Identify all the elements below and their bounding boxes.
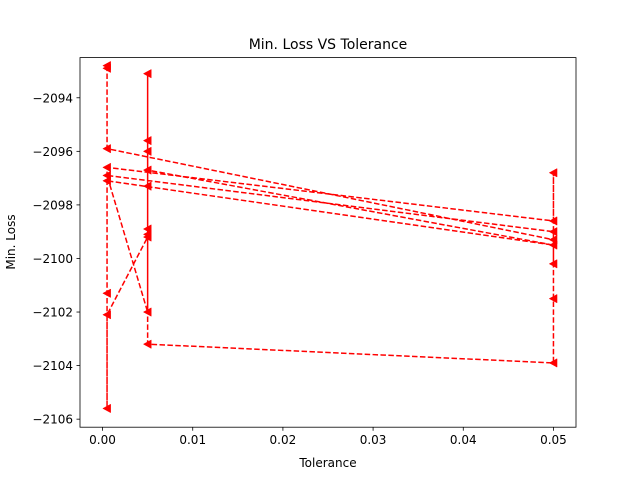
- data-point-marker: [142, 69, 152, 79]
- data-point-marker: [102, 310, 111, 320]
- data-point-marker: [142, 307, 152, 317]
- axes-frame: [79, 57, 577, 428]
- chart-title: Min. Loss VS Tolerance: [249, 37, 408, 53]
- data-point-marker: [548, 168, 558, 178]
- x-tick-label: 0.03: [360, 433, 387, 447]
- data-point-marker: [548, 259, 558, 269]
- data-point-marker: [142, 229, 152, 239]
- data-point-marker: [102, 176, 111, 186]
- data-point-marker: [548, 294, 558, 304]
- data-point-marker: [548, 240, 558, 250]
- data-point-marker: [102, 144, 111, 154]
- data-point-marker: [142, 181, 152, 191]
- y-tick-label: −2096: [32, 145, 73, 159]
- y-tick-label: −2100: [32, 252, 73, 266]
- data-point-marker: [142, 136, 152, 146]
- data-point-marker: [102, 288, 111, 298]
- data-point-marker: [548, 216, 558, 226]
- x-tick-label: 0.05: [540, 433, 567, 447]
- y-tick-label: −2102: [32, 306, 73, 320]
- x-tick-label: 0.00: [89, 433, 116, 447]
- y-tick-label: −2104: [32, 359, 73, 373]
- x-axis-title: Tolerance: [298, 456, 356, 470]
- data-point-marker: [102, 162, 111, 173]
- data-point-marker: [102, 403, 111, 414]
- y-tick-label: −2098: [32, 198, 73, 212]
- data-point-marker: [142, 165, 152, 175]
- x-tick-label: 0.02: [270, 433, 297, 447]
- data-point-marker: [548, 358, 558, 368]
- data-point-marker: [102, 63, 111, 73]
- y-tick-label: −2094: [32, 91, 73, 105]
- y-axis-title: Min. Loss: [4, 214, 18, 269]
- x-tick-label: 0.04: [450, 433, 477, 447]
- x-tick-label: 0.01: [179, 433, 206, 447]
- data-point-marker: [548, 227, 558, 237]
- plot-area: [102, 61, 558, 414]
- y-tick-label: −2106: [32, 413, 73, 427]
- data-point-marker: [142, 339, 152, 349]
- data-point-marker: [142, 146, 152, 156]
